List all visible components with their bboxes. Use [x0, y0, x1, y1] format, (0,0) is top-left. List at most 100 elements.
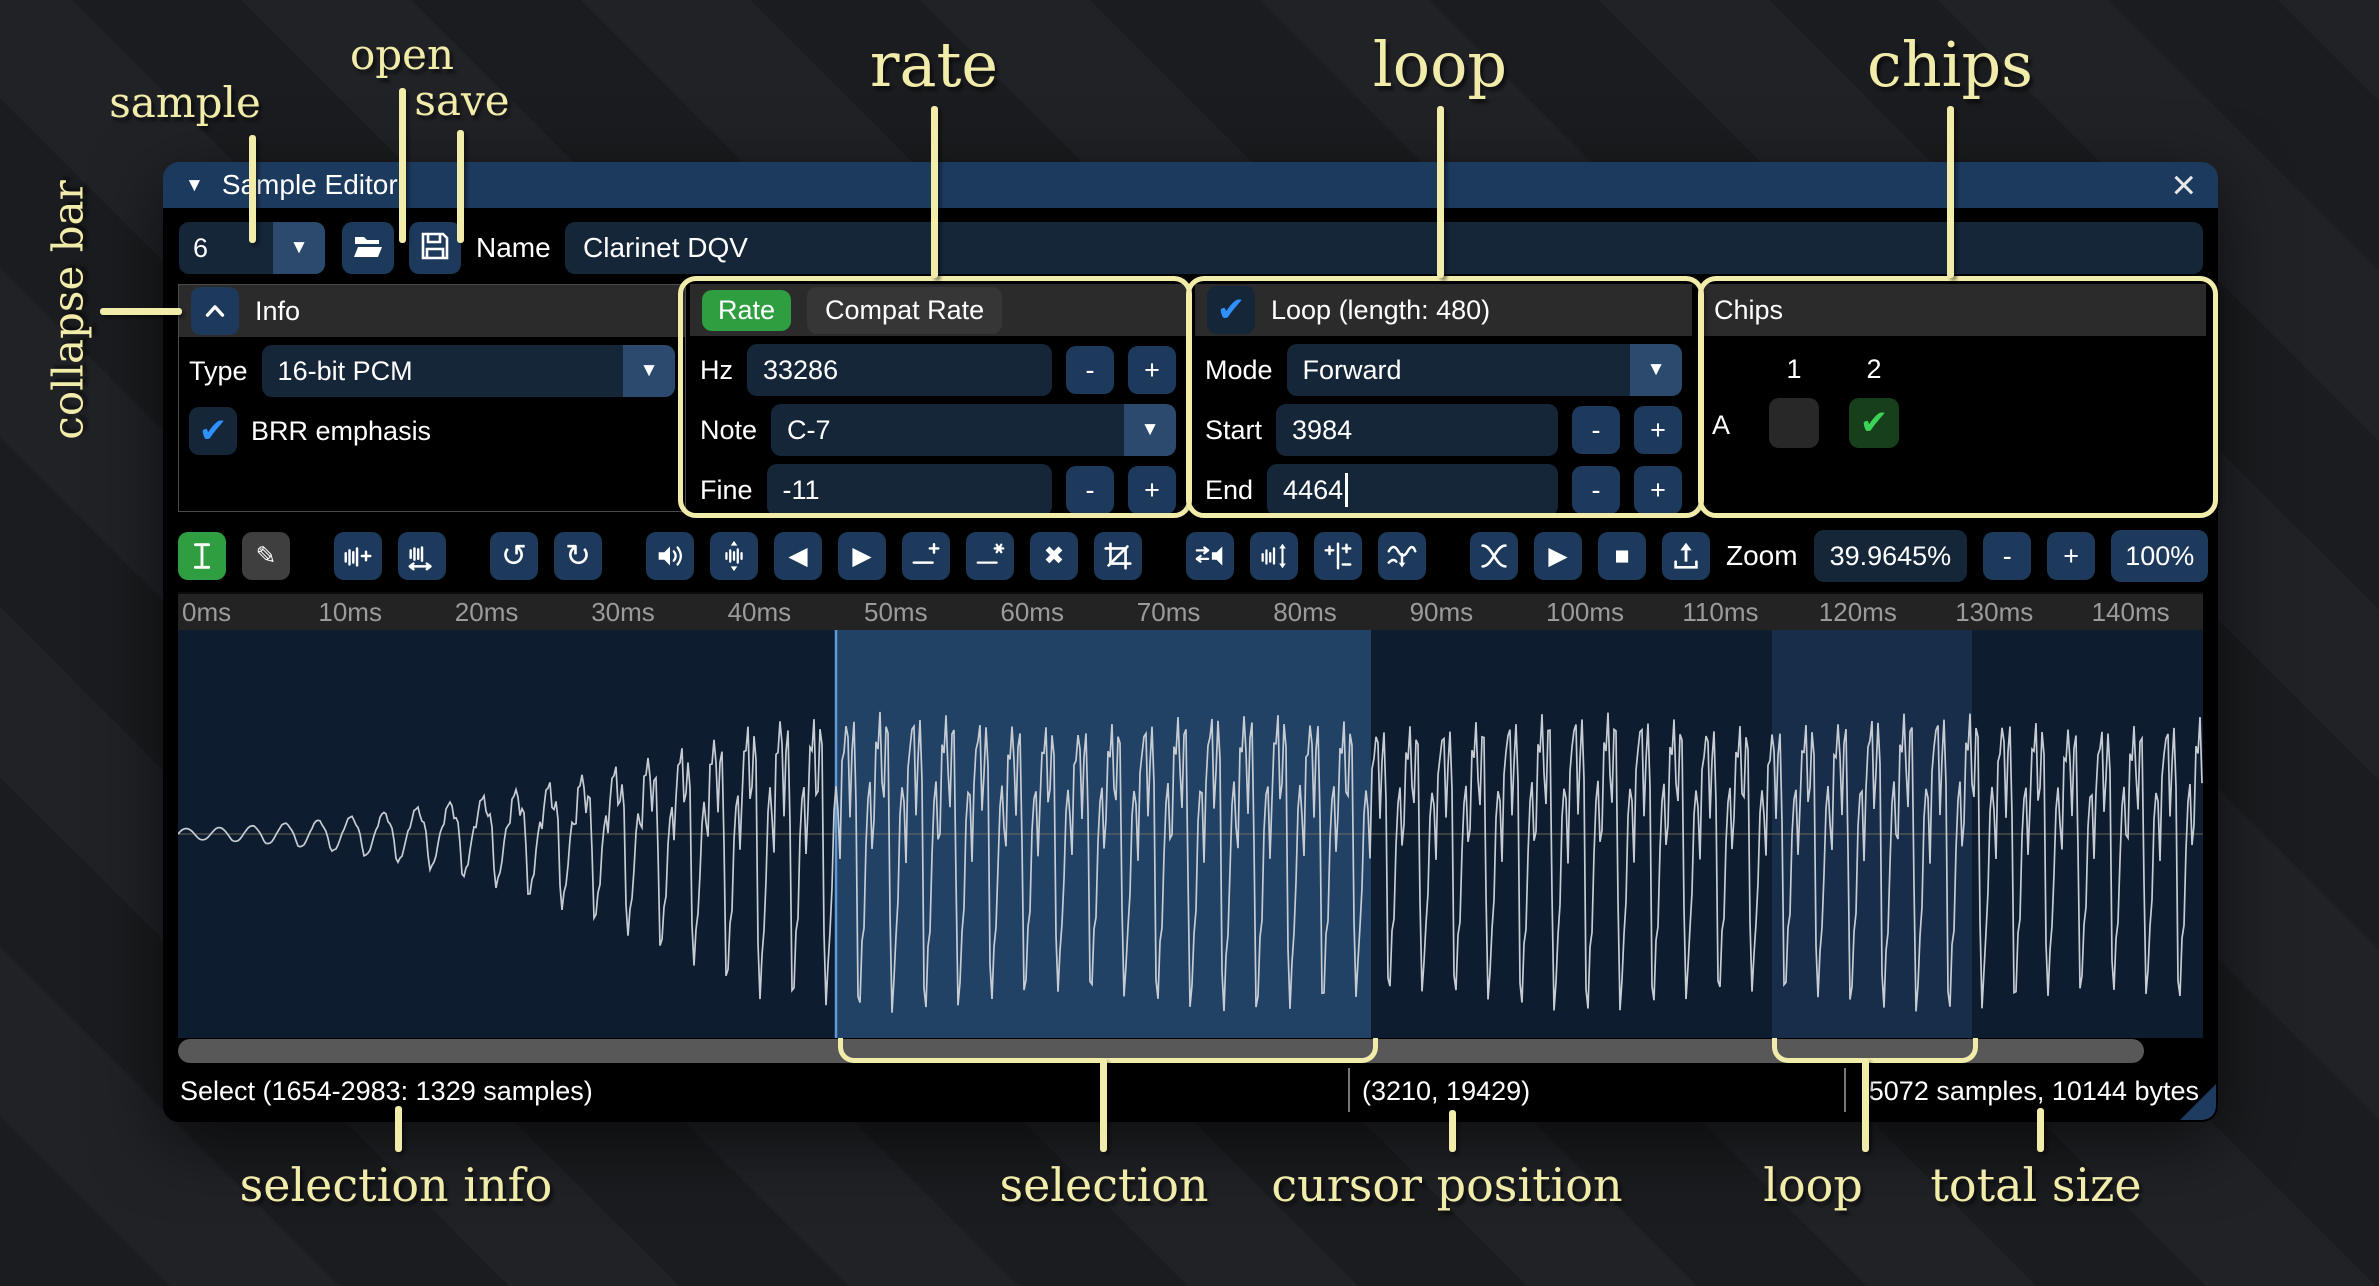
chips-column-2-label: 2: [1866, 354, 1882, 384]
annotation-save: save: [414, 76, 510, 125]
ruler-tick: 140ms: [2091, 597, 2170, 627]
loop-end-minus-button[interactable]: -: [1572, 466, 1620, 514]
delete-button[interactable]: ✖: [1030, 532, 1078, 580]
annotation-loop-region: loop: [1763, 1158, 1863, 1212]
resize-sample-button[interactable]: [398, 532, 446, 580]
zoom-input[interactable]: 39.9645%: [1813, 530, 1968, 582]
loop-enable-checkbox[interactable]: ✔: [1207, 286, 1255, 334]
fine-label: Fine: [700, 474, 753, 505]
chevron-down-icon[interactable]: ▼: [1124, 404, 1176, 456]
sample-number-value: 6: [193, 232, 209, 263]
preview-reversed-button[interactable]: [1186, 532, 1234, 580]
annotation-open: open: [349, 30, 455, 79]
save-sample-button[interactable]: [409, 222, 461, 274]
type-dropdown[interactable]: 16-bit PCM ▼: [261, 345, 675, 397]
loop-start-plus-button[interactable]: +: [1634, 406, 1682, 454]
insert-silence-button[interactable]: [902, 532, 950, 580]
sample-name-input[interactable]: Clarinet DQV: [565, 222, 2203, 274]
annotation-chips: chips: [1867, 28, 2033, 101]
chip-a1-checkbox[interactable]: [1769, 398, 1819, 448]
loop-end-plus-button[interactable]: +: [1634, 466, 1682, 514]
normalize-button[interactable]: [646, 532, 694, 580]
brr-emphasis-label: BRR emphasis: [251, 415, 432, 446]
fine-minus-button[interactable]: -: [1066, 466, 1114, 514]
chevron-down-icon[interactable]: ▼: [623, 345, 675, 397]
info-panel-title: Info: [255, 295, 301, 326]
play-button[interactable]: ▶: [1534, 532, 1582, 580]
ruler-tick: 30ms: [591, 597, 655, 627]
undo-button[interactable]: ↺: [490, 532, 538, 580]
ruler-tick: 0ms: [182, 597, 232, 627]
apply-silence-button[interactable]: [966, 532, 1014, 580]
fade-in-button[interactable]: ◀: [774, 532, 822, 580]
zoom-out-button[interactable]: -: [1983, 532, 2032, 580]
rate-tab-button[interactable]: Rate: [702, 289, 792, 331]
waveform-display[interactable]: [177, 630, 2203, 1038]
text-caret: [1345, 473, 1349, 507]
loop-start-minus-button[interactable]: -: [1572, 406, 1620, 454]
note-value: C-7: [787, 414, 831, 445]
chips-panel-title: Chips: [1714, 294, 1784, 325]
collapse-triangle-icon[interactable]: ▼: [185, 174, 204, 196]
rate-panel: Rate Compat Rate Hz 33286 - + Note C-7 ▼…: [690, 284, 1186, 516]
collapse-info-button[interactable]: [191, 287, 239, 335]
loop-mode-dropdown[interactable]: Forward ▼: [1286, 344, 1682, 396]
invert-phase-button[interactable]: [1314, 532, 1362, 580]
waveform-scrollbar[interactable]: [178, 1038, 2203, 1064]
ruler-tick: 70ms: [1136, 597, 1201, 627]
zoom-label: Zoom: [1726, 540, 1798, 571]
open-sample-button[interactable]: [342, 222, 394, 274]
timeline-ruler: 0ms 10ms 20ms 30ms 40ms 50ms 60ms 70ms 80ms 90ms 1…: [178, 592, 2203, 632]
trim-button[interactable]: [1094, 532, 1142, 580]
note-dropdown[interactable]: C-7 ▼: [771, 404, 1176, 456]
toolbar: ✎ ↺ ↻ ◀ ▶ ✖: [178, 528, 2209, 584]
title-bar[interactable]: ▼ Sample Editor ×: [163, 162, 2218, 208]
waveform-trace: [177, 711, 2203, 1013]
sample-number-dropdown[interactable]: 6 ▼: [179, 222, 325, 274]
chips-panel: Chips 1 2 A ✔: [1702, 284, 2206, 510]
fine-plus-button[interactable]: +: [1128, 466, 1176, 514]
chevron-down-icon[interactable]: ▼: [1630, 344, 1682, 396]
loop-end-input[interactable]: 4464: [1267, 464, 1558, 516]
cursor-position-text: (3210, 19429): [1362, 1076, 1531, 1106]
loop-mode-value: Forward: [1302, 354, 1402, 385]
ruler-tick: 40ms: [727, 597, 792, 627]
crossfade-loop-button[interactable]: [1470, 532, 1518, 580]
status-separator: [1844, 1068, 1846, 1112]
fade-out-button[interactable]: ▶: [838, 532, 886, 580]
chevron-down-icon[interactable]: ▼: [273, 222, 325, 274]
hz-minus-button[interactable]: -: [1066, 346, 1114, 394]
loop-start-input[interactable]: 3984: [1276, 404, 1558, 456]
resample-button[interactable]: [1250, 532, 1298, 580]
amplify-button[interactable]: [710, 532, 758, 580]
compat-rate-tab-button[interactable]: Compat Rate: [807, 286, 1003, 334]
fine-input[interactable]: -11: [766, 464, 1052, 516]
ruler-tick: 100ms: [1546, 597, 1625, 627]
status-separator: [1348, 1068, 1350, 1112]
ruler-tick: 120ms: [1818, 597, 1897, 627]
annotation-total-size: total size: [1930, 1158, 2142, 1212]
redo-button[interactable]: ↻: [554, 532, 602, 580]
loop-end-label: End: [1205, 474, 1254, 505]
draw-tool-button[interactable]: ✎: [242, 532, 290, 580]
chip-a2-checkbox[interactable]: ✔: [1849, 398, 1899, 448]
brr-emphasis-checkbox[interactable]: ✔: [189, 407, 237, 455]
zoom-in-button[interactable]: +: [2047, 532, 2096, 580]
select-tool-button[interactable]: [178, 532, 226, 580]
export-button[interactable]: [1662, 532, 1710, 580]
close-icon[interactable]: ×: [2171, 161, 2196, 208]
resize-grip[interactable]: [2180, 1084, 2216, 1120]
hz-label: Hz: [700, 354, 733, 385]
window-title: Sample Editor: [221, 169, 398, 200]
floppy-disk-icon: [417, 228, 453, 269]
selection-info-text: Select (1654-2983: 1329 samples): [180, 1076, 593, 1106]
ruler-tick: 90ms: [1409, 597, 1474, 627]
stop-button[interactable]: ■: [1598, 532, 1646, 580]
hz-plus-button[interactable]: +: [1128, 346, 1176, 394]
scrollbar-thumb[interactable]: [178, 1039, 2144, 1063]
insert-sample-button[interactable]: [334, 532, 382, 580]
zoom-reset-button[interactable]: 100%: [2111, 530, 2209, 582]
filter-button[interactable]: [1378, 532, 1426, 580]
ruler-tick: 50ms: [864, 597, 928, 627]
hz-input[interactable]: 33286: [747, 344, 1052, 396]
